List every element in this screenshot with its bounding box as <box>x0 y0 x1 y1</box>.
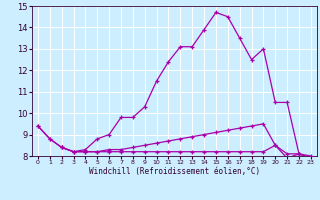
X-axis label: Windchill (Refroidissement éolien,°C): Windchill (Refroidissement éolien,°C) <box>89 167 260 176</box>
